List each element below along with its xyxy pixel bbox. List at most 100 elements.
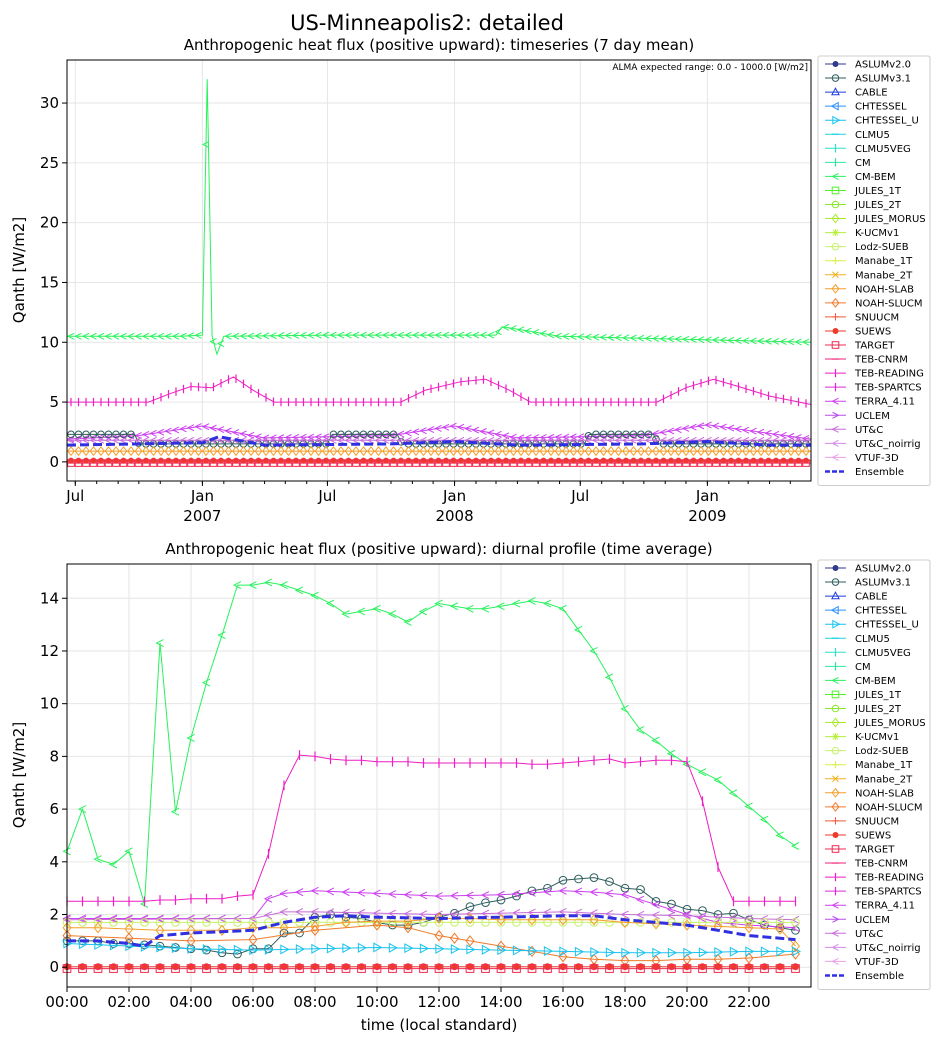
legend-marker xyxy=(831,341,840,349)
data-point xyxy=(329,436,337,444)
data-point xyxy=(374,436,382,444)
data-point xyxy=(156,332,165,340)
legend-label: TEB-READING xyxy=(854,369,924,380)
data-point xyxy=(802,446,810,457)
data-point xyxy=(636,964,645,973)
data-point xyxy=(352,459,360,467)
data-point xyxy=(171,332,180,340)
legend-label: TERRA_4.11 xyxy=(854,397,915,408)
data-point xyxy=(372,964,382,973)
legend-item: TEB-READING xyxy=(825,873,924,884)
series-target xyxy=(62,964,800,973)
diurnal-axes: 0 2 4 6 8 10 12 14 00:00 02:00 04:00 06:00 08:00 10:0… xyxy=(40,589,771,1011)
legend-item: SUEWS xyxy=(825,830,891,841)
data-point xyxy=(231,428,240,436)
data-point xyxy=(389,446,398,457)
data-point xyxy=(682,919,692,931)
data-point xyxy=(584,459,593,467)
data-point xyxy=(756,436,765,444)
data-point xyxy=(531,434,540,442)
legend-label: JULES_1T xyxy=(854,690,902,701)
x-tick-sublabel: 2007 xyxy=(183,507,221,525)
legend-marker xyxy=(831,425,839,433)
data-point xyxy=(373,942,383,953)
data-point xyxy=(329,446,338,457)
data-point xyxy=(592,459,600,467)
data-point xyxy=(434,910,443,919)
data-point xyxy=(218,944,228,955)
data-point xyxy=(621,947,631,958)
legend-label: VTUF-3D xyxy=(855,453,899,464)
data-point xyxy=(651,430,660,437)
data-point xyxy=(74,436,82,444)
data-point xyxy=(666,911,676,920)
data-point xyxy=(104,436,112,444)
data-point xyxy=(607,446,615,457)
data-point xyxy=(741,426,750,434)
data-point xyxy=(75,457,82,464)
data-point xyxy=(779,436,787,444)
data-point xyxy=(387,890,397,899)
data-point xyxy=(592,446,600,457)
data-point xyxy=(502,459,510,467)
data-point xyxy=(496,890,505,899)
data-point xyxy=(139,915,149,924)
data-point xyxy=(604,889,614,898)
y-tick-label: 30 xyxy=(40,94,59,112)
data-point xyxy=(496,964,506,973)
data-point xyxy=(501,432,510,440)
data-point xyxy=(576,436,585,444)
data-point xyxy=(248,914,257,923)
legend-marker xyxy=(831,313,840,321)
legend-label: CM-BEM xyxy=(855,676,896,687)
data-point xyxy=(120,457,127,464)
data-point xyxy=(239,459,248,467)
legend-label: UT&C xyxy=(855,929,883,940)
data-point xyxy=(345,457,352,464)
data-point xyxy=(224,427,232,435)
data-point xyxy=(511,908,521,917)
data-point xyxy=(299,459,308,467)
data-point xyxy=(442,459,450,467)
data-point xyxy=(140,918,149,927)
data-point xyxy=(403,909,412,918)
data-point xyxy=(480,457,487,464)
legend-item: UCLEM xyxy=(825,411,890,422)
data-point xyxy=(570,457,577,464)
data-point xyxy=(704,459,713,467)
data-point xyxy=(629,459,638,467)
data-point xyxy=(344,331,352,339)
data-point xyxy=(124,964,134,973)
data-point xyxy=(667,964,676,973)
data-point xyxy=(516,436,525,444)
data-point xyxy=(772,459,780,467)
data-point xyxy=(578,457,584,464)
data-point xyxy=(321,436,330,444)
legend-item: Manabe_2T xyxy=(825,270,913,281)
data-point xyxy=(644,334,652,342)
data-point xyxy=(622,430,630,439)
legend-label: UCLEM xyxy=(855,915,890,926)
data-point xyxy=(246,431,255,439)
data-point xyxy=(112,430,120,439)
data-point xyxy=(323,457,329,464)
data-point xyxy=(82,446,90,457)
data-point xyxy=(734,337,742,344)
data-point xyxy=(149,459,158,467)
series-ensemble xyxy=(67,914,796,948)
data-point xyxy=(620,883,630,893)
data-point xyxy=(494,436,502,444)
data-point xyxy=(599,459,608,467)
legend-item: ASLUMv2.0 xyxy=(825,60,911,71)
data-point xyxy=(413,457,419,464)
data-point xyxy=(574,964,583,973)
data-point xyxy=(359,436,367,444)
legend-label: NOAH-SLAB xyxy=(855,284,914,295)
data-point xyxy=(248,921,258,934)
data-point xyxy=(111,436,120,444)
series-line xyxy=(66,435,811,447)
data-point xyxy=(696,422,705,430)
data-point xyxy=(291,332,300,339)
data-point xyxy=(62,914,71,923)
